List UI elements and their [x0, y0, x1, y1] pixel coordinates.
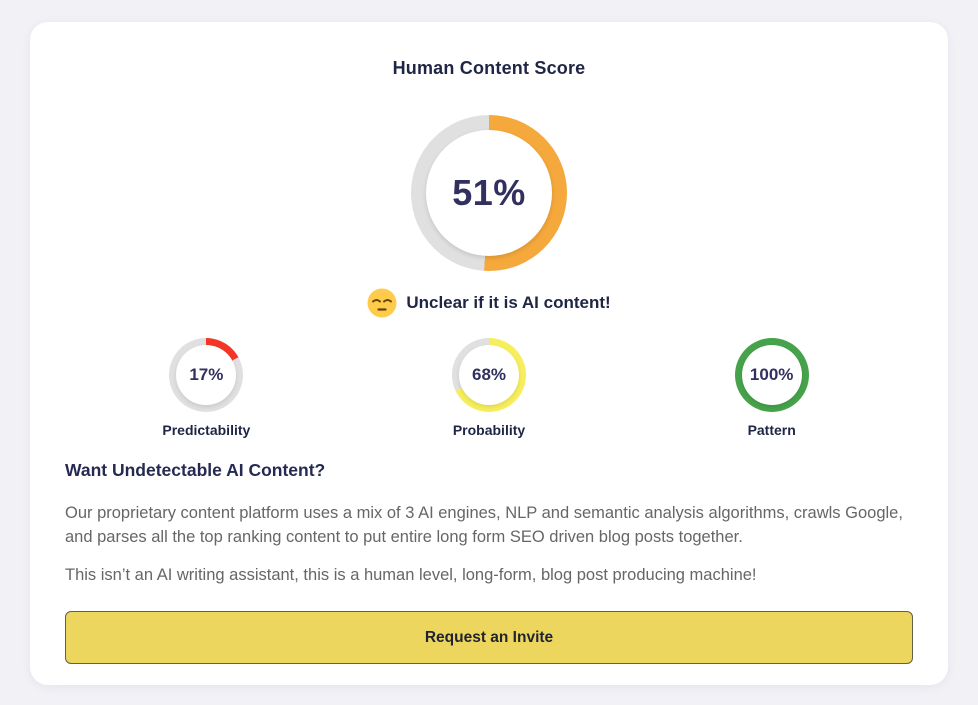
predictability-gauge: 17%: [169, 338, 244, 412]
page-title: Human Content Score: [392, 58, 586, 78]
human-content-score-gauge: 51%: [411, 115, 567, 271]
gauge-hole: [741, 345, 802, 405]
probability-gauge: 68%: [452, 338, 526, 412]
cta-heading: Want Undetectable AI Content?: [65, 460, 326, 480]
cta-paragraph-1: Our proprietary content platform uses a …: [65, 504, 903, 546]
human-content-score-value: 51%: [452, 172, 526, 213]
pattern-gauge: 100%: [734, 338, 809, 412]
status-row: Unclear if it is AI content!: [65, 288, 913, 318]
cta-paragraph-2: This isn’t an AI writing assistant, this…: [65, 566, 757, 584]
pensive-face-emoji-icon: [367, 288, 397, 318]
probability-value: 68%: [471, 365, 507, 384]
gauge-hole: [426, 130, 552, 256]
pattern-label: Pattern: [747, 422, 796, 438]
request-invite-button[interactable]: Request an Invite: [65, 611, 913, 664]
gauge-hole: [176, 345, 237, 405]
pattern-value: 100%: [749, 365, 794, 384]
metric-predictability: 17% Predictability: [65, 338, 348, 438]
predictability-label: Predictability: [162, 422, 251, 438]
metrics-row: 17% Predictability 68% Probability 100% …: [65, 338, 913, 438]
predictability-value: 17%: [189, 365, 224, 384]
metric-probability: 68% Probability: [348, 338, 631, 438]
gauge-hole: [459, 345, 519, 405]
probability-label: Probability: [452, 422, 526, 438]
metric-pattern: 100% Pattern: [630, 338, 913, 438]
status-message: Unclear if it is AI content!: [406, 293, 611, 312]
score-card: Human Content Score 51% Unclear if it is…: [30, 22, 948, 685]
